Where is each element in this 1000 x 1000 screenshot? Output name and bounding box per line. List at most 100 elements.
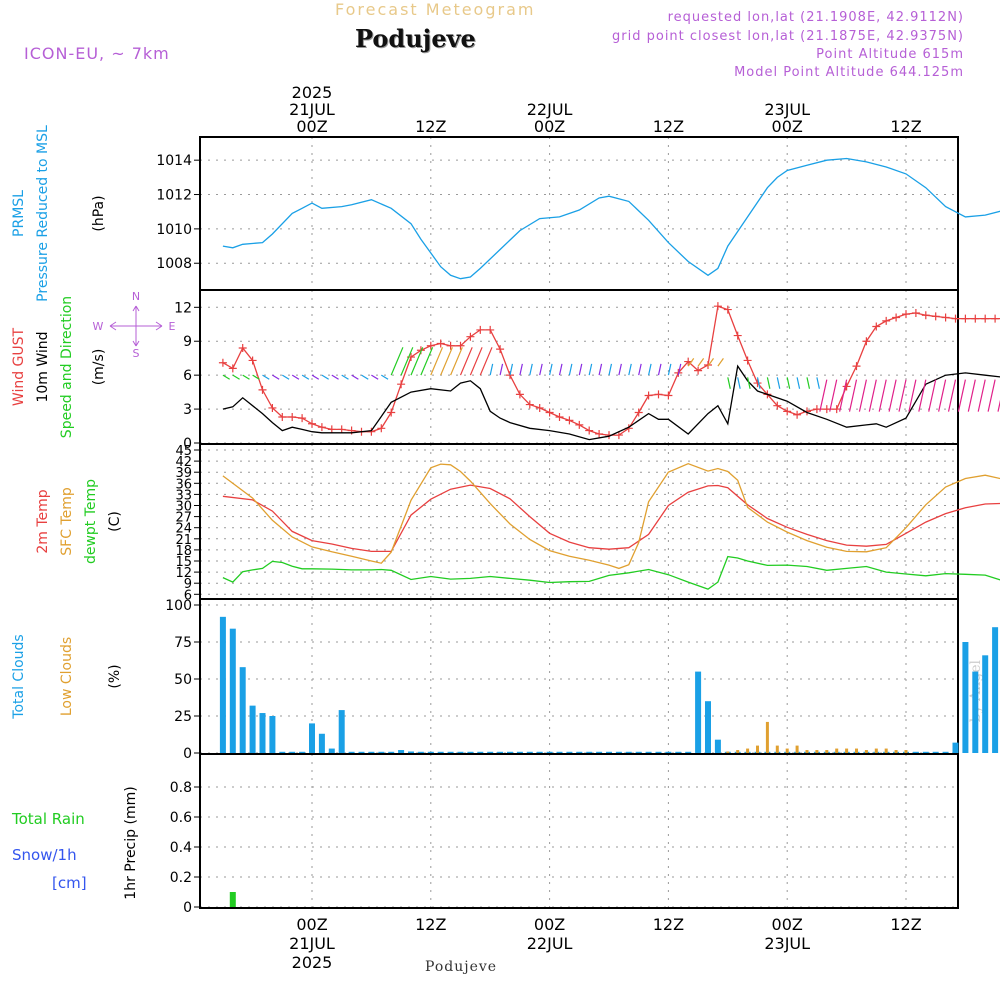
model-point-altitude: Model Point Altitude 644.125m [734,65,964,80]
wind-arrow [657,363,662,376]
y-tick-label: 75 [174,635,192,651]
compass-south: S [133,347,140,360]
bar-total-clouds [447,751,454,753]
gust-point [921,311,930,320]
wind-arrow [967,379,976,412]
time-label-bottom: 00Z [534,915,565,934]
wind-arrow [908,379,917,412]
gust-point [902,310,910,319]
gust-point [991,314,1000,323]
series-line-sfc-temp [222,462,1000,570]
gust-point [783,407,792,416]
wind-arrow [687,358,695,367]
bar-total-clouds [457,751,464,753]
y-tick-label: 21 [175,533,192,548]
bar-total-clouds [487,751,494,753]
gust-point [535,403,544,412]
wind-arrow [776,377,781,389]
wind-arrow [878,379,887,412]
bar-total-clouds [576,751,583,753]
bar-total-clouds [942,751,949,753]
wind-arrow [311,374,320,380]
gust-point [812,405,821,414]
bar-total-clouds [625,751,632,753]
wind-arrow [361,374,369,380]
footer-location: Podujeve [425,959,498,975]
compass-west: W [93,320,104,333]
wind-arrow [341,374,349,380]
y-tick-label: 33 [175,488,192,503]
bar-low-clouds [864,750,868,753]
gust-point [872,322,881,331]
gust-point [308,419,316,428]
bar-low-clouds [775,745,779,753]
bar-total-clouds [427,751,434,753]
y-tick-label: 0.2 [170,870,192,886]
gust-point [793,410,802,419]
axis-label: Wind GUST [11,327,27,406]
gust-point [268,403,277,412]
panel-pressure: 1008 1010 1012 1014 PRMSL Pressure Reduced to… [11,125,1000,302]
wind-arrow [819,379,828,412]
bar-total-clouds [318,733,325,753]
y-tick-label: 36 [175,477,192,492]
wind-arrow [479,347,493,376]
axis-label-precip: 1hr Precip (mm) [123,786,139,899]
axis-label: (hPa) [91,195,107,231]
bar-total-clouds [408,751,414,753]
series-line-dewpt-temp [222,555,1000,590]
wind-arrow [430,347,444,376]
y-tick-label: 0 [183,900,192,916]
wind-arrow [301,374,310,380]
gust-point [892,313,901,322]
gust-point [704,360,712,369]
bar-total-clouds [992,627,999,753]
bar-total-clouds [328,748,335,753]
wind-arrow [272,374,280,380]
bar-total-clouds [546,751,553,753]
panel-frame [199,289,959,445]
wind-arrow [539,363,543,376]
gust-point [753,379,762,388]
bar-total-clouds [388,751,395,753]
bar-total-clouds [368,751,375,753]
bar-total-clouds [477,751,484,753]
y-tick-label: 50 [174,672,192,688]
wind-arrow [588,363,593,376]
wind-arrow [371,374,379,380]
y-tick-label: 9 [184,577,192,592]
gust-point [486,325,495,334]
bar-total-clouds [398,750,405,753]
wind-arrow [737,377,741,389]
axis-label: Speed and Direction [59,296,75,438]
gust-point [773,401,782,410]
bar-total-clouds [516,751,523,753]
gust-point [525,400,534,409]
time-label-top: 00Z [534,117,565,136]
bar-total-clouds [615,751,622,753]
wind-arrow [568,363,573,376]
y-tick-label: 0.4 [170,840,192,856]
gust-point [555,412,564,421]
gust-point [842,382,851,391]
gust-point [931,312,940,321]
y-tick-label: 24 [175,522,192,537]
y-tick-label: 30 [175,500,192,515]
time-label-top: 23JUL [764,100,810,119]
series-line-wind-gust [222,305,1000,436]
bar-total-clouds [279,751,286,753]
bar-total-clouds [358,751,365,753]
axis-label: SFC Temp [59,487,75,556]
wind-arrows [222,347,1000,412]
wind-arrow [786,377,791,389]
bar-total-clouds [685,751,692,753]
wind-arrow [598,363,603,376]
wind-arrow [858,379,867,412]
bar-total-clouds [507,751,513,753]
axis-label: (%) [107,664,123,688]
y-tick-label: 6 [184,588,192,603]
location-name: Podujeve [355,24,476,53]
time-label-bottom: 23JUL [764,934,810,953]
wind-arrow [997,399,1000,412]
